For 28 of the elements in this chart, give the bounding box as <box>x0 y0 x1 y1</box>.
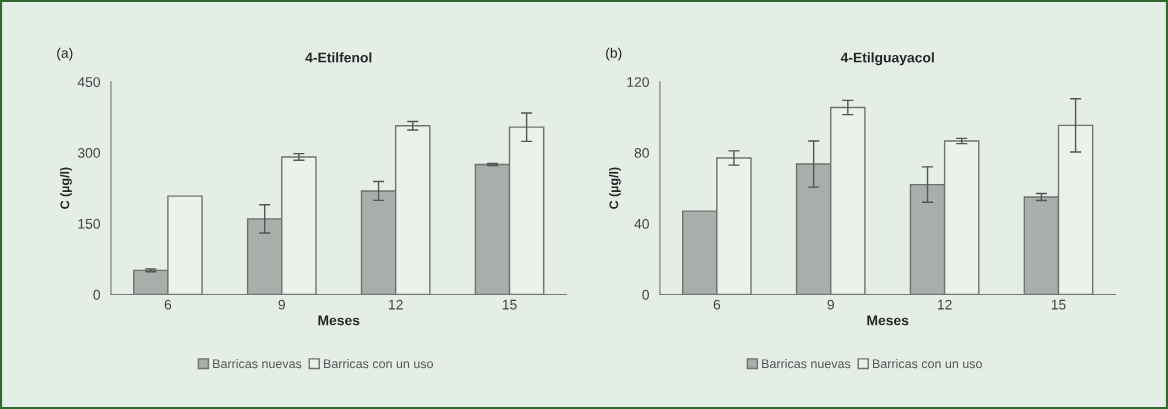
y-axis-title: C (µg/l) <box>609 167 621 209</box>
legend-label: Barricas nuevas <box>213 358 302 369</box>
x-tick-label: 12 <box>937 299 952 310</box>
x-tick-label: 15 <box>1051 299 1066 310</box>
y-tick-label: 0 <box>93 289 100 300</box>
chart-title: 4-Etilguayacol <box>840 52 934 66</box>
x-tick-label: 6 <box>713 299 721 310</box>
legend-label: Barricas con un uso <box>324 358 433 369</box>
y-tick-label: 450 <box>77 77 100 87</box>
chart-title: 4-Etilfenol <box>305 52 372 63</box>
legend-label: Barricas con un uso <box>873 358 982 369</box>
x-tick-label: 9 <box>278 299 285 310</box>
x-tick-label: 12 <box>389 299 403 310</box>
y-tick-label: 40 <box>634 218 649 229</box>
y-tick-label: 150 <box>78 218 100 229</box>
x-tick-label: 15 <box>502 299 517 310</box>
text: (a) <box>57 47 73 61</box>
x-tick-label: 6 <box>164 299 172 310</box>
x-axis-title: Meses <box>318 315 360 326</box>
y-tick-label: 80 <box>634 148 649 158</box>
y-tick-label: 300 <box>77 148 100 158</box>
text: (b) <box>606 47 622 61</box>
y-tick-label: 0 <box>642 289 649 300</box>
y-axis-title: C (µg/l) <box>60 167 72 209</box>
x-axis-title: Meses <box>867 315 909 326</box>
y-tick-label: 120 <box>627 77 649 87</box>
x-tick-label: 9 <box>827 299 834 310</box>
legend-label: Barricas nuevas <box>762 358 851 369</box>
